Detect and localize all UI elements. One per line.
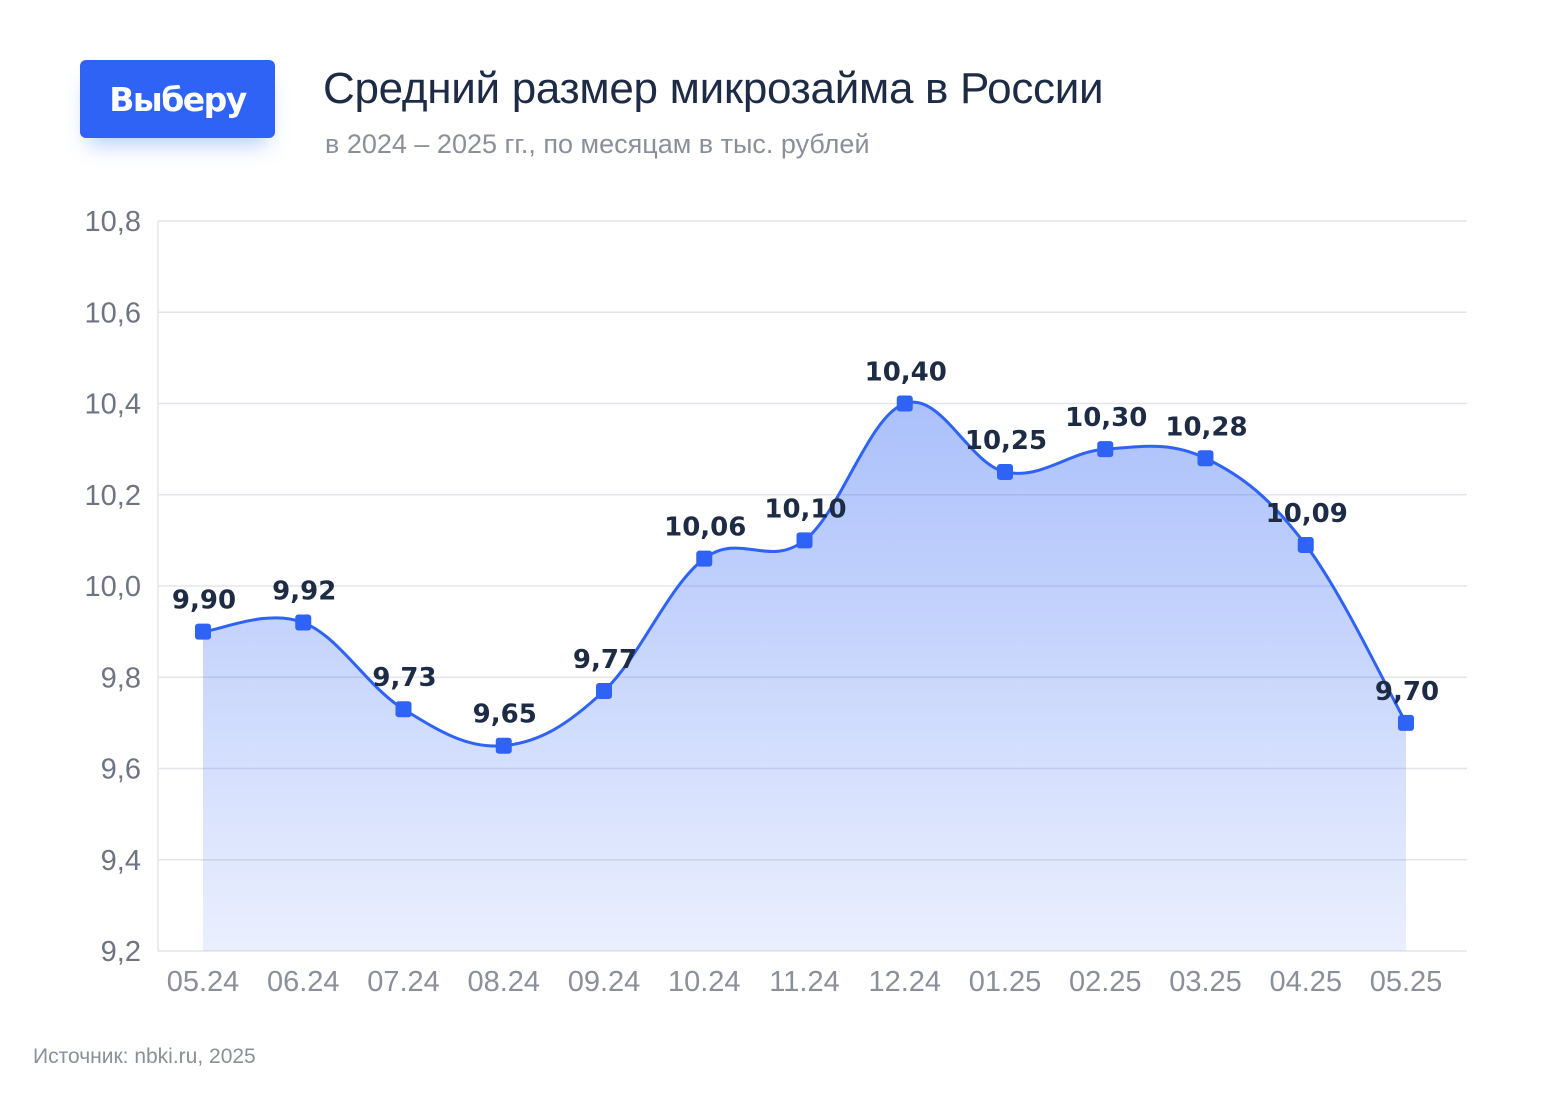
data-label: 10,30 — [1065, 403, 1147, 433]
data-label: 10,28 — [1165, 412, 1247, 442]
data-point — [696, 550, 713, 567]
y-tick-label: 10,8 — [85, 206, 141, 238]
chart-title: Средний размер микрозайма в России — [323, 64, 1104, 113]
x-tick-label: 01.25 — [969, 966, 1042, 998]
data-point — [295, 614, 312, 631]
data-point — [1097, 441, 1114, 458]
data-point — [997, 463, 1013, 480]
x-tick-label: 06.24 — [267, 966, 340, 998]
x-tick-label: 10.24 — [668, 966, 741, 998]
x-tick-label: 04.25 — [1269, 966, 1342, 998]
y-tick-label: 10,2 — [85, 480, 141, 512]
y-tick-label: 9,4 — [101, 845, 141, 877]
data-label: 9,90 — [172, 586, 236, 616]
data-label: 9,65 — [473, 700, 537, 730]
data-labels: 9,90 9,92 9,73 9,65 9,77 10,06 10,10 10,40 10,25… — [172, 358, 1439, 730]
data-point — [1398, 714, 1414, 731]
data-point — [596, 682, 612, 699]
x-tick-label: 11.24 — [769, 966, 839, 998]
area-fill-layer — [203, 402, 1406, 951]
y-tick-label: 10,4 — [85, 389, 141, 421]
x-tick-label: 02.25 — [1069, 966, 1142, 998]
data-point — [495, 737, 512, 754]
brand-logo-text: Выберу — [109, 79, 247, 119]
x-tick-label: 05.25 — [1370, 966, 1443, 998]
y-tick-label: 10,6 — [85, 297, 141, 329]
data-point — [395, 701, 412, 718]
y-axis-ticks: 9,2 9,4 9,6 9,8 10,0 10,2 10,4 10,6 10,8 — [85, 206, 141, 968]
chart-subtitle: в 2024 – 2025 гг., по месяцам в тыс. руб… — [325, 129, 870, 159]
x-tick-label: 07.24 — [367, 966, 440, 998]
x-tick-label: 05.24 — [167, 966, 240, 998]
data-label: 10,06 — [664, 513, 746, 543]
y-tick-label: 10,0 — [85, 571, 141, 603]
data-label: 10,09 — [1266, 499, 1348, 529]
x-tick-label: 12.24 — [868, 966, 941, 998]
data-label: 9,73 — [372, 663, 436, 693]
y-tick-label: 9,6 — [101, 754, 141, 786]
series-area — [203, 402, 1406, 951]
data-label: 9,92 — [272, 577, 336, 607]
x-tick-label: 09.24 — [568, 966, 641, 998]
data-point — [896, 395, 913, 412]
data-label: 9,77 — [573, 645, 637, 675]
x-axis-ticks: 05.24 06.24 07.24 08.24 09.24 10.24 11.24 12.24… — [167, 966, 1443, 998]
data-label: 10,40 — [865, 358, 947, 388]
data-point-markers — [195, 395, 1414, 754]
brand-logo: Выберу — [80, 60, 275, 138]
data-point — [1297, 536, 1314, 553]
data-label: 10,25 — [965, 426, 1047, 456]
x-tick-label: 08.24 — [467, 966, 540, 998]
data-label: 10,10 — [764, 494, 846, 524]
y-tick-label: 9,2 — [101, 936, 141, 968]
data-point — [796, 532, 813, 549]
x-tick-label: 03.25 — [1169, 966, 1242, 998]
source-note: Источник: nbki.ru, 2025 — [33, 1045, 256, 1068]
data-label: 9,70 — [1375, 677, 1439, 707]
data-point — [195, 623, 211, 640]
y-tick-label: 9,8 — [101, 662, 141, 694]
data-point — [1197, 450, 1214, 467]
